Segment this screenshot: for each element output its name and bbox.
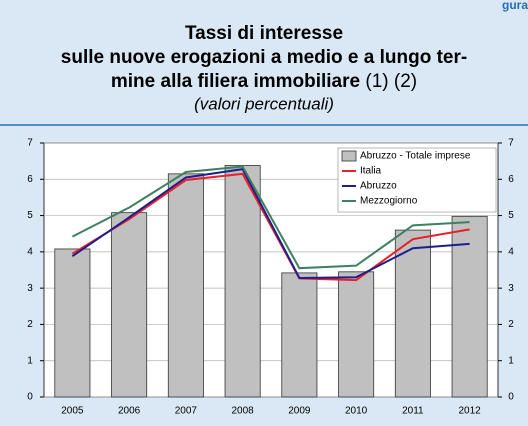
legend-label: Abruzzo <box>360 181 397 192</box>
y-tick-label: 6 <box>27 174 33 185</box>
y2-tick-label: 5 <box>508 210 514 221</box>
bar <box>338 271 375 398</box>
bar <box>167 173 204 398</box>
y2-tick-label: 7 <box>508 138 514 149</box>
bar <box>394 229 431 398</box>
x-tick-label: 2012 <box>459 406 482 417</box>
bar <box>224 165 261 398</box>
figure-label: gura <box>502 0 528 12</box>
chart-title: mine alla filiera immobiliare (1) (2) <box>111 71 417 92</box>
x-tick-label: 2011 <box>402 406 424 417</box>
x-tick-label: 2009 <box>288 406 311 417</box>
chart-title: sulle nuove erogazioni a medio e a lungo… <box>61 47 467 68</box>
line <box>71 172 470 282</box>
y-tick-label: 5 <box>27 210 33 221</box>
title-notes: (1) (2) <box>365 71 417 92</box>
y2-tick-label: 0 <box>508 392 514 403</box>
subtitle: (valori percentuali) <box>194 94 334 113</box>
y-tick-label: 7 <box>27 138 33 149</box>
y-tick-label: 3 <box>27 283 33 294</box>
chart-title: Tassi di interesse <box>185 23 343 44</box>
y2-tick-label: 2 <box>508 319 514 330</box>
x-tick-label: 2006 <box>118 406 141 417</box>
y2-tick-label: 6 <box>508 174 514 185</box>
line <box>71 165 470 270</box>
legend-swatch <box>341 150 357 162</box>
x-tick-label: 2007 <box>175 406 198 417</box>
x-tick-label: 2008 <box>232 406 255 417</box>
legend-label: Mezzogiorno <box>360 196 418 207</box>
x-tick-label: 2010 <box>345 406 368 417</box>
y-tick-label: 2 <box>27 319 33 330</box>
chart-title: mine alla filiera immobiliare <box>111 71 360 92</box>
bar <box>281 272 318 398</box>
y-tick-label: 0 <box>27 392 33 403</box>
bar <box>451 215 488 398</box>
y2-tick-label: 3 <box>508 283 514 294</box>
y2-tick-label: 4 <box>508 246 514 257</box>
y2-tick-label: 1 <box>508 355 514 366</box>
x-tick-label: 2005 <box>61 406 84 417</box>
bar <box>54 248 91 398</box>
legend-label: Italia <box>360 166 382 177</box>
bar <box>111 212 148 398</box>
legend-label: Abruzzo - Totale imprese <box>360 151 471 162</box>
line <box>71 168 470 279</box>
legend-box <box>337 147 497 213</box>
y-tick-label: 4 <box>27 246 33 257</box>
y-tick-label: 1 <box>27 355 33 366</box>
